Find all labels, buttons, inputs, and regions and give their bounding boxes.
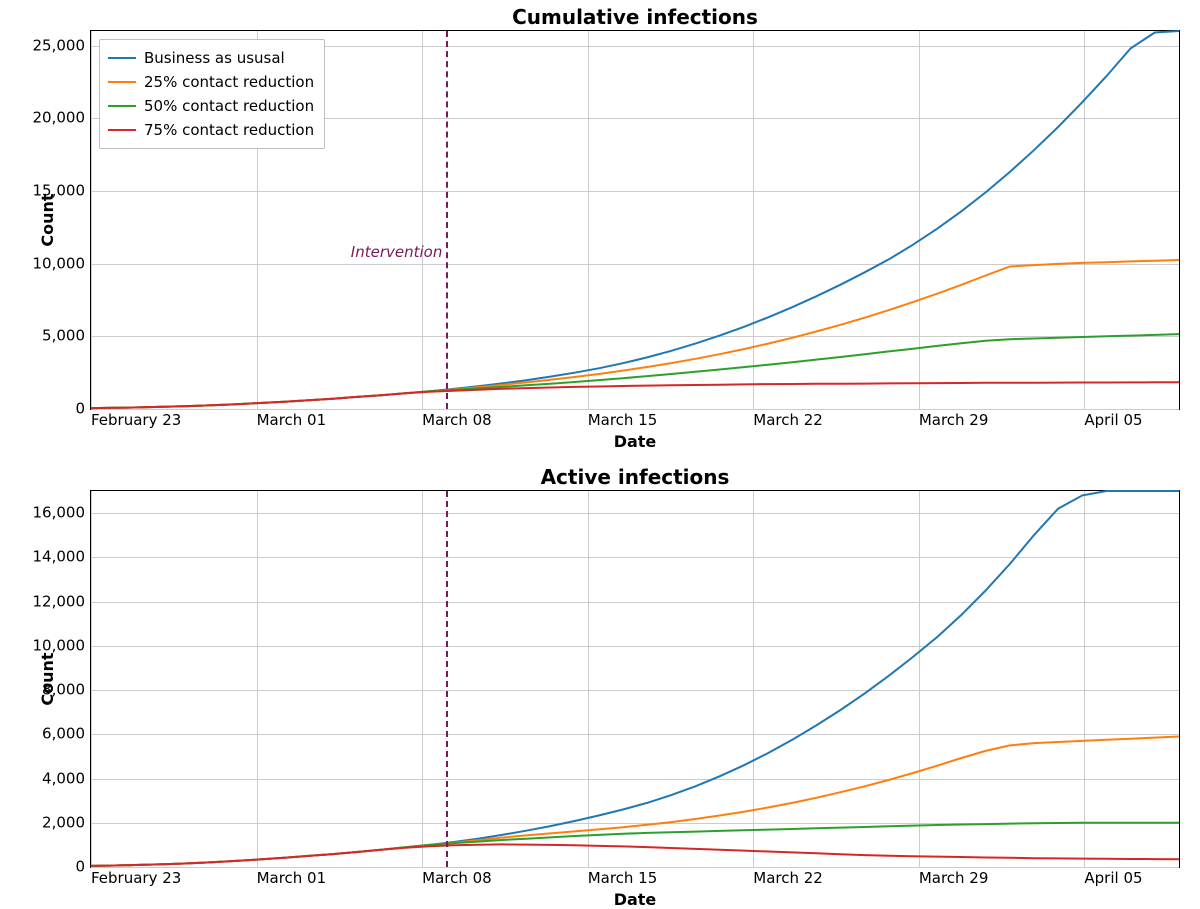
xtick-label: March 08 (422, 409, 492, 428)
ytick-label: 2,000 (42, 815, 91, 830)
panel-title: Active infections (91, 465, 1179, 489)
xtick-label: March 01 (257, 409, 327, 428)
ytick-label: 10,000 (33, 638, 92, 653)
series-r75 (91, 382, 1179, 408)
xtick-label: March 15 (588, 867, 658, 886)
ytick-label: 0 (75, 860, 91, 875)
legend-item: Business as ususal (108, 46, 314, 70)
figure: Cumulative infections Count Date Interve… (0, 0, 1200, 894)
ytick-label: 10,000 (33, 256, 92, 271)
ytick-label: 25,000 (33, 38, 92, 53)
panel-title: Cumulative infections (91, 5, 1179, 29)
legend-label: 50% contact reduction (144, 94, 314, 118)
plot-area (91, 491, 1179, 867)
ytick-label: 6,000 (42, 727, 91, 742)
ytick-label: 8,000 (42, 683, 91, 698)
ytick-label: 12,000 (33, 594, 92, 609)
xtick-label: March 22 (753, 867, 823, 886)
legend: Business as ususal 25% contact reduction… (99, 39, 325, 149)
xtick-label: March 08 (422, 867, 492, 886)
series-bau (91, 491, 1179, 866)
ytick-label: 0 (75, 402, 91, 417)
legend-swatch-r25 (108, 81, 136, 83)
x-axis-label: Date (91, 432, 1179, 451)
xtick-label: March 29 (919, 867, 989, 886)
series-r50 (91, 334, 1179, 408)
panel-active: Active infections Count Date 02,0004,000… (90, 490, 1180, 868)
series-r75 (91, 844, 1179, 866)
ytick-label: 16,000 (33, 506, 92, 521)
ytick-label: 20,000 (33, 111, 92, 126)
intervention-label: Intervention (351, 243, 443, 261)
legend-label: Business as ususal (144, 46, 285, 70)
xtick-label: March 01 (257, 867, 327, 886)
legend-swatch-bau (108, 57, 136, 59)
legend-item: 75% contact reduction (108, 118, 314, 142)
y-axis-label: Count (38, 193, 57, 246)
xtick-label: March 29 (919, 409, 989, 428)
xtick-label: March 22 (753, 409, 823, 428)
legend-item: 25% contact reduction (108, 70, 314, 94)
ytick-label: 5,000 (42, 329, 91, 344)
xtick-label: February 23 (91, 867, 181, 886)
legend-label: 75% contact reduction (144, 118, 314, 142)
legend-swatch-r50 (108, 105, 136, 107)
ytick-label: 15,000 (33, 183, 92, 198)
ytick-label: 4,000 (42, 771, 91, 786)
xtick-label: March 15 (588, 409, 658, 428)
xtick-label: April 05 (1084, 867, 1142, 886)
x-axis-label: Date (91, 890, 1179, 909)
legend-item: 50% contact reduction (108, 94, 314, 118)
intervention-line (446, 31, 448, 409)
legend-swatch-r75 (108, 129, 136, 131)
legend-label: 25% contact reduction (144, 70, 314, 94)
intervention-line (446, 491, 448, 867)
panel-cumulative: Cumulative infections Count Date Interve… (90, 30, 1180, 410)
xtick-label: February 23 (91, 409, 181, 428)
ytick-label: 14,000 (33, 550, 92, 565)
xtick-label: April 05 (1084, 409, 1142, 428)
